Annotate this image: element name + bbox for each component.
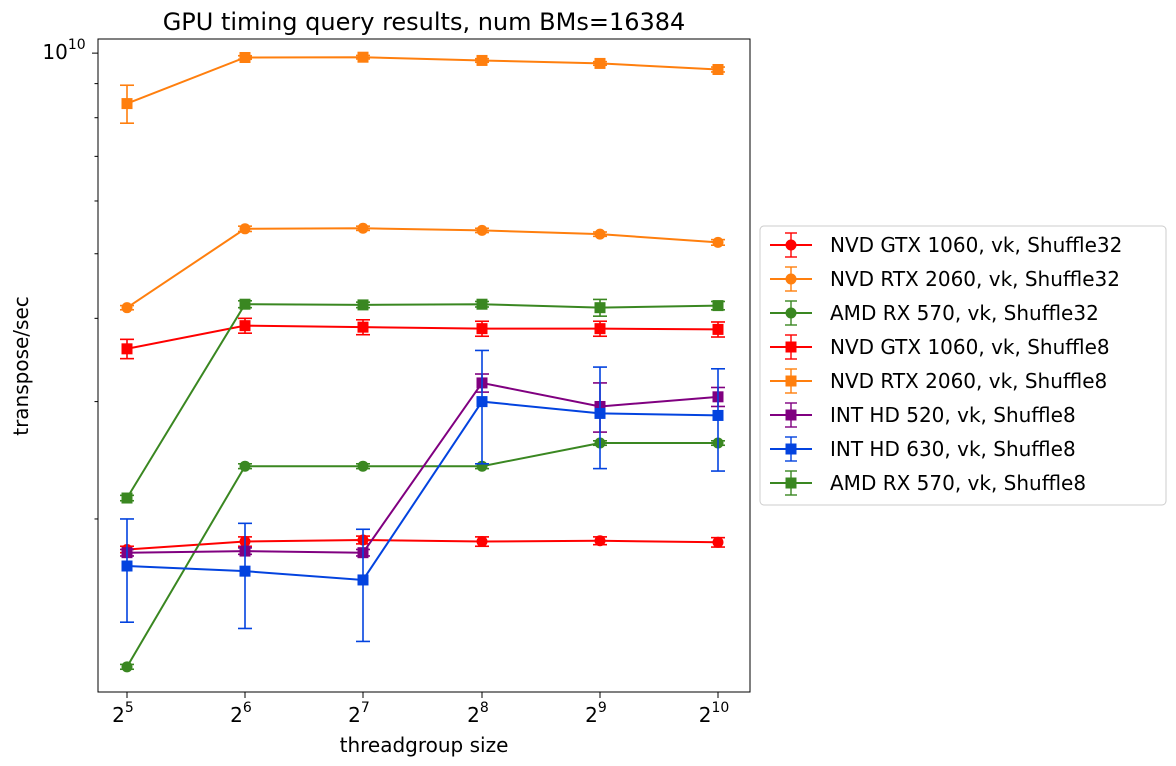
data-point — [357, 51, 369, 63]
data-point — [121, 492, 133, 504]
data-point — [357, 321, 369, 333]
y-tick-label: 1010 — [42, 37, 85, 64]
legend-marker — [785, 307, 797, 319]
data-point — [121, 661, 133, 673]
data-point — [712, 409, 724, 421]
series-line — [126, 538, 719, 551]
data-point — [594, 407, 606, 419]
data-point — [594, 302, 606, 314]
data-point — [121, 343, 133, 355]
x-tick-label: 210 — [699, 700, 730, 727]
data-point — [476, 298, 488, 310]
legend-entry: NVD RTX 2060, vk, Shuffle32 — [770, 266, 1120, 292]
legend-marker — [785, 375, 797, 387]
legend-marker — [785, 477, 797, 489]
x-tick-label: 26 — [230, 700, 252, 727]
legend-label: NVD RTX 2060, vk, Shuffle32 — [830, 267, 1120, 291]
x-tick-label: 28 — [467, 700, 489, 727]
legend-label: NVD GTX 1060, vk, Shuffle32 — [830, 233, 1122, 257]
x-tick-label: 27 — [348, 700, 370, 727]
data-point — [357, 574, 369, 586]
x-tick-label: 29 — [585, 700, 607, 727]
data-point — [239, 223, 251, 235]
data-point — [121, 98, 133, 110]
y-axis-label: transpose/sec — [9, 296, 33, 436]
data-point — [712, 536, 724, 548]
legend-marker — [785, 341, 797, 353]
legend-label: AMD RX 570, vk, Shuffle8 — [830, 471, 1086, 495]
legend-entry: NVD GTX 1060, vk, Shuffle8 — [770, 334, 1110, 360]
data-point — [594, 57, 606, 69]
legend-entry: NVD RTX 2060, vk, Shuffle8 — [770, 368, 1107, 394]
legend-entry: NVD GTX 1060, vk, Shuffle32 — [770, 232, 1122, 258]
legend-marker — [785, 239, 797, 251]
data-point — [594, 323, 606, 335]
plot-area — [120, 51, 725, 673]
axis-ticks: 25 26 27 28 29 210 1010 — [42, 37, 729, 727]
data-point — [476, 323, 488, 335]
legend-label: AMD RX 570, vk, Shuffle32 — [830, 301, 1099, 325]
data-point — [594, 228, 606, 240]
series-group — [120, 373, 725, 559]
series-line — [126, 56, 719, 105]
data-point — [712, 63, 724, 75]
data-point — [476, 536, 488, 548]
data-point — [476, 54, 488, 66]
series-line — [126, 400, 719, 581]
series-line — [126, 324, 719, 350]
series-group — [120, 222, 725, 314]
legend-label: NVD GTX 1060, vk, Shuffle8 — [830, 335, 1110, 359]
series-group — [120, 298, 725, 504]
data-point — [476, 224, 488, 236]
legend-frame — [759, 225, 1167, 506]
legend-entry: INT HD 630, vk, Shuffle8 — [770, 436, 1076, 462]
data-point — [121, 560, 133, 572]
legend-entry: AMD RX 570, vk, Shuffle8 — [770, 470, 1086, 496]
data-point — [712, 323, 724, 335]
data-point — [712, 236, 724, 248]
plot-frame — [97, 38, 751, 693]
series-group — [120, 317, 725, 360]
data-point — [712, 300, 724, 312]
legend-entry: AMD RX 570, vk, Shuffle32 — [770, 300, 1099, 326]
data-point — [239, 460, 251, 472]
data-point — [476, 396, 488, 408]
series-group — [120, 437, 725, 673]
legend-entry: INT HD 520, vk, Shuffle8 — [770, 402, 1076, 428]
series-line — [126, 303, 719, 499]
series-line — [126, 227, 719, 309]
chart-title: GPU timing query results, num BMs=16384 — [163, 8, 686, 36]
legend-label: INT HD 520, vk, Shuffle8 — [830, 403, 1076, 427]
series-group — [120, 349, 725, 643]
data-point — [239, 320, 251, 332]
series-line — [126, 442, 718, 668]
data-point — [594, 535, 606, 547]
legend: NVD GTX 1060, vk, Shuffle32 NVD RTX 2060,… — [759, 225, 1167, 506]
legend-label: INT HD 630, vk, Shuffle8 — [830, 437, 1076, 461]
legend-marker — [785, 273, 797, 285]
data-point — [357, 222, 369, 234]
data-point — [239, 298, 251, 310]
data-point — [121, 302, 133, 314]
legend-marker — [785, 443, 797, 455]
series-line — [126, 381, 719, 554]
legend-marker — [785, 409, 797, 421]
data-point — [239, 565, 251, 577]
series-group — [120, 51, 725, 124]
x-tick-label: 25 — [112, 700, 134, 727]
data-point — [239, 51, 251, 63]
data-point — [357, 299, 369, 311]
x-axis-label: threadgroup size — [340, 733, 509, 757]
legend-label: NVD RTX 2060, vk, Shuffle8 — [830, 369, 1107, 393]
data-point — [357, 460, 369, 472]
